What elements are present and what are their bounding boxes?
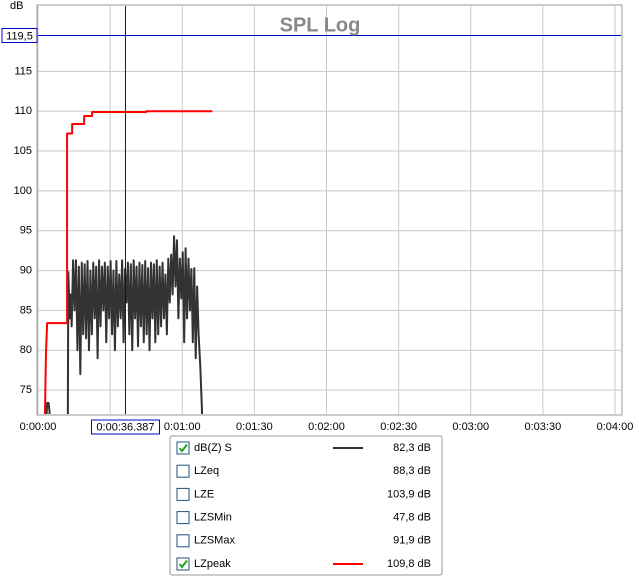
- cursor-y-box: [1, 27, 38, 43]
- legend-reading: 88,3 dB: [393, 465, 431, 477]
- plot-frame: [36, 4, 623, 416]
- legend-reading: 82,3 dB: [393, 442, 431, 454]
- legend-reading: 47,8 dB: [393, 512, 431, 524]
- y-tick-label: 85: [20, 304, 32, 316]
- x-tick-label: 0:04:00: [597, 421, 634, 433]
- legend-name: dB(Z) S: [194, 442, 232, 454]
- x-tick-label: 0:01:00: [164, 421, 201, 433]
- y-tick-label: 100: [14, 185, 32, 197]
- x-tick-label: 0:03:00: [452, 421, 489, 433]
- y-tick-label: 115: [14, 65, 32, 77]
- checkmark: [178, 443, 188, 453]
- legend-name: LZSMax: [194, 535, 235, 547]
- y-axis-label: dB: [10, 0, 23, 12]
- y-tick-label: 105: [14, 145, 32, 157]
- y-tick-label: 80: [20, 344, 32, 356]
- checkmark: [178, 559, 188, 569]
- cursor-y-label: 119,5: [6, 30, 33, 42]
- x-tick-label: 0:01:30: [236, 421, 273, 433]
- series-line: [43, 110, 213, 414]
- legend-box: [169, 435, 443, 576]
- legend-name: LZpeak: [194, 558, 231, 570]
- y-tick-label: 75: [20, 384, 32, 396]
- legend-name: LZSMin: [194, 512, 232, 524]
- x-tick-label: 0:02:30: [380, 421, 417, 433]
- legend-name: LZeq: [194, 465, 219, 477]
- legend-checkbox[interactable]: [176, 464, 190, 478]
- legend-checkbox[interactable]: [176, 511, 190, 525]
- series-line: [45, 235, 204, 414]
- legend-checkbox[interactable]: [176, 557, 190, 571]
- legend: dB(Z) S 82,3 dB LZeq 88,3 dB LZE 103,9 dB LZSM…: [176, 441, 431, 571]
- x-tick-label: 0:00:00: [20, 421, 57, 433]
- legend-checkbox[interactable]: [176, 487, 190, 501]
- plot-lines: [43, 110, 213, 414]
- y-tick-label: 95: [20, 225, 32, 237]
- grid: 75 80 85 90 95 100 105 110 115 0:00:00 0:01:00 0:01…: [14, 6, 634, 433]
- legend-reading: 109,8 dB: [387, 558, 431, 570]
- cursor: 119,5 0:00:36.387: [1, 6, 621, 435]
- legend-checkbox[interactable]: [176, 534, 190, 548]
- x-tick-label: 0:02:00: [308, 421, 345, 433]
- cursor-x-box: [90, 419, 160, 435]
- y-tick-label: 110: [14, 105, 32, 117]
- chart-title: SPL Log: [280, 14, 361, 36]
- cursor-x-label: 0:00:36.387: [96, 421, 154, 433]
- legend-checkbox[interactable]: [176, 441, 190, 455]
- legend-name: LZE: [194, 488, 214, 500]
- x-tick-label: 0:03:30: [525, 421, 562, 433]
- legend-reading: 91,9 dB: [393, 535, 431, 547]
- y-tick-label: 90: [20, 264, 32, 276]
- legend-reading: 103,9 dB: [387, 488, 431, 500]
